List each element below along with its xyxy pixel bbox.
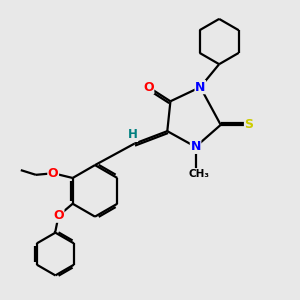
Text: CH₃: CH₃	[189, 169, 210, 178]
Text: N: N	[195, 81, 206, 94]
Text: N: N	[190, 140, 201, 153]
Text: H: H	[128, 128, 138, 141]
Text: S: S	[244, 118, 253, 131]
Text: O: O	[143, 81, 154, 94]
Text: O: O	[53, 209, 64, 222]
Text: O: O	[48, 167, 58, 180]
